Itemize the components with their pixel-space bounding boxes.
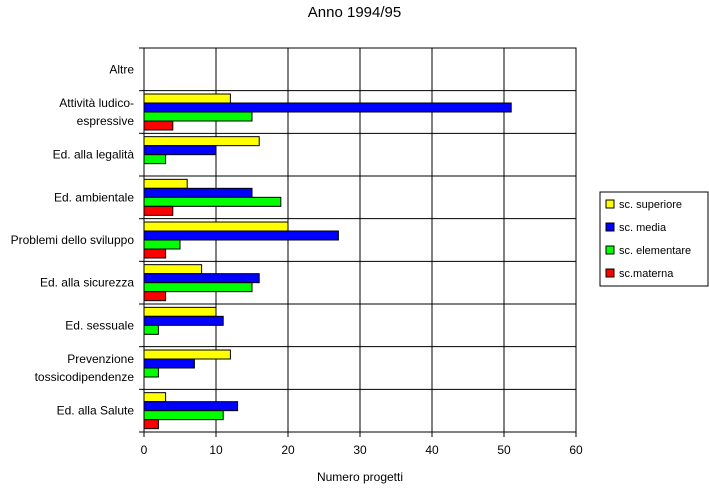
bar-sc-elementare	[143, 367, 159, 378]
legend-box	[599, 191, 709, 287]
bar-sc-elementare	[143, 282, 253, 293]
category-label: Ed. ambientale	[54, 190, 134, 204]
legend-label: sc. media	[619, 222, 667, 234]
bar-sc-elementare	[143, 154, 167, 165]
category-label: Problemi dello sviluppo	[11, 233, 135, 247]
chart-title: Anno 1994/95	[307, 4, 402, 21]
x-tick-label: 20	[281, 443, 295, 457]
category-label: Prevenzione tossicodipendenze	[35, 352, 135, 384]
bar-sc-media	[143, 273, 260, 284]
bar-sc-superiore	[143, 221, 289, 232]
legend-label: sc.materna	[619, 268, 674, 280]
bar-sc-elementare	[143, 111, 253, 122]
bar-sc-media	[143, 187, 253, 198]
bar-sc-superiore	[143, 306, 217, 317]
bar-sc-materna	[143, 291, 167, 302]
bar-sc-materna	[143, 419, 159, 430]
category-label: Attività ludico-espressive	[59, 96, 134, 128]
bar-sc-superiore	[143, 93, 231, 104]
bar-sc-media	[143, 145, 217, 156]
bar-sc-materna	[143, 248, 167, 259]
x-tick-label: 40	[425, 443, 439, 457]
bar-sc-media	[143, 230, 339, 241]
bar-sc-media	[143, 102, 512, 113]
legend-swatch	[605, 199, 615, 209]
x-tick-label: 10	[209, 443, 223, 457]
bar-sc-superiore	[143, 349, 231, 360]
bar-sc-elementare	[143, 239, 181, 250]
category-label: Altre	[109, 62, 134, 76]
bar-sc-media	[143, 401, 239, 412]
bar-sc-elementare	[143, 410, 224, 421]
bar-sc-superiore	[143, 178, 188, 189]
category-label: Ed. alla legalità	[53, 148, 135, 162]
bar-sc-materna	[143, 205, 174, 216]
legend-label: sc. elementare	[619, 245, 691, 257]
bar-sc-media	[143, 358, 195, 369]
bar-sc-materna	[143, 120, 174, 131]
category-label: Ed. alla sicurezza	[40, 276, 134, 290]
legend-label: sc. superiore	[619, 199, 682, 211]
category-label: Ed. alla Salute	[57, 404, 135, 418]
legend-swatch	[605, 245, 615, 255]
bar-sc-elementare	[143, 196, 282, 207]
category-label: Ed. sessuale	[65, 318, 134, 332]
bar-sc-superiore	[143, 392, 167, 403]
bar-sc-media	[143, 315, 224, 326]
bar-sc-superiore	[143, 136, 260, 147]
bar-sc-superiore	[143, 264, 203, 275]
x-tick-label: 50	[497, 443, 511, 457]
x-tick-label: 60	[569, 443, 583, 457]
legend-swatch	[605, 222, 615, 232]
legend-swatch	[605, 268, 615, 278]
x-axis-title: Numero progetti	[316, 470, 404, 484]
x-tick-label: 0	[141, 443, 148, 457]
bar-sc-elementare	[143, 324, 159, 335]
x-tick-label: 30	[353, 443, 367, 457]
